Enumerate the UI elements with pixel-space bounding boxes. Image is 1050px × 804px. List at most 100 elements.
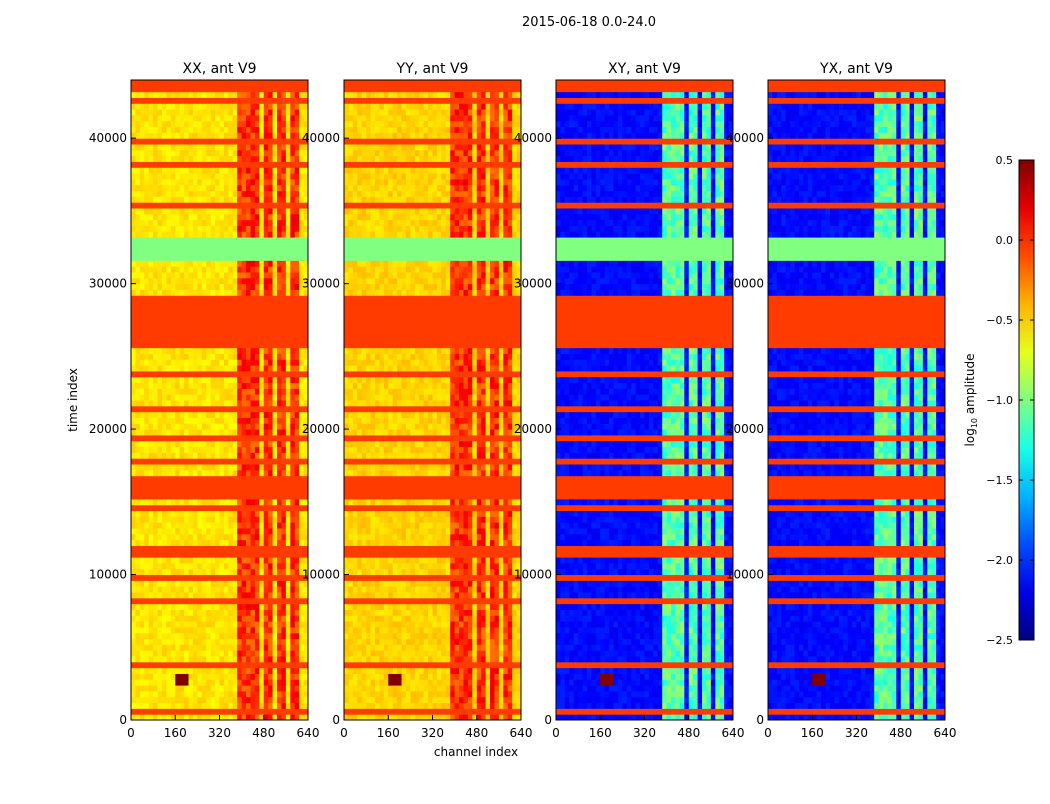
heatmap-cell	[242, 708, 247, 714]
heatmap-cell	[250, 493, 255, 499]
heatmap-cell	[144, 272, 149, 278]
heatmap-cell	[189, 266, 194, 272]
heatmap-cell	[193, 633, 198, 639]
heatmap-cell	[290, 511, 295, 517]
heatmap-cell	[206, 447, 211, 453]
heatmap-cell	[246, 493, 251, 499]
heatmap-cell	[131, 179, 136, 185]
heatmap-cell	[220, 173, 225, 179]
heatmap-cell	[224, 685, 229, 691]
heatmap-cell	[357, 679, 362, 685]
heatmap-cell	[211, 249, 216, 255]
heatmap-cell	[299, 609, 304, 615]
heatmap-cell	[237, 173, 242, 179]
heatmap-cell	[193, 86, 198, 92]
heatmap-cell	[344, 668, 349, 674]
heatmap-cell	[242, 319, 247, 325]
heatmap-cell	[153, 243, 158, 249]
heatmap-cell	[140, 313, 145, 319]
heatmap-cell	[237, 685, 242, 691]
heatmap-cell	[215, 708, 220, 714]
heatmap-cell	[144, 214, 149, 220]
heatmap-cell	[171, 650, 176, 656]
heatmap-cell	[131, 191, 136, 197]
heatmap-cell	[158, 441, 163, 447]
heatmap-cell	[193, 452, 198, 458]
heatmap-cell	[202, 545, 207, 551]
heatmap-cell	[171, 406, 176, 412]
heatmap-cell	[472, 656, 477, 662]
heatmap-cell	[397, 691, 402, 697]
heatmap-cell	[268, 644, 273, 650]
heatmap-cell	[450, 668, 455, 674]
heatmap-cell	[286, 650, 291, 656]
heatmap-cell	[131, 545, 136, 551]
heatmap-cell	[211, 412, 216, 418]
heatmap-cell	[512, 639, 517, 645]
heatmap-cell	[180, 499, 185, 505]
heatmap-cell	[197, 289, 202, 295]
heatmap-cell	[477, 639, 482, 645]
heatmap-cell	[246, 505, 251, 511]
heatmap-cell	[246, 662, 251, 668]
heatmap-cell	[215, 342, 220, 348]
heatmap-cell	[224, 191, 229, 197]
heatmap-cell	[441, 697, 446, 703]
heatmap-cell	[202, 336, 207, 342]
heatmap-cell	[246, 138, 251, 144]
heatmap-cell	[233, 499, 238, 505]
heatmap-cell	[246, 324, 251, 330]
heatmap-cell	[295, 470, 300, 476]
heatmap-cell	[180, 586, 185, 592]
heatmap-cell	[197, 208, 202, 214]
heatmap-cell	[215, 452, 220, 458]
heatmap-cell	[131, 167, 136, 173]
heatmap-cell	[140, 627, 145, 633]
heatmap-cell	[273, 685, 278, 691]
heatmap-cell	[171, 412, 176, 418]
heatmap-cell	[175, 272, 180, 278]
heatmap-cell	[371, 673, 376, 679]
heatmap-cell	[166, 435, 171, 441]
heatmap-cell	[233, 161, 238, 167]
heatmap-cell	[255, 150, 260, 156]
heatmap-cell	[180, 214, 185, 220]
heatmap-cell	[286, 383, 291, 389]
heatmap-cell	[233, 342, 238, 348]
heatmap-cell	[158, 319, 163, 325]
heatmap-cell	[472, 644, 477, 650]
heatmap-cell	[242, 342, 247, 348]
heatmap-cell	[166, 534, 171, 540]
heatmap-cell	[268, 324, 273, 330]
heatmap-cell	[153, 319, 158, 325]
heatmap-cell	[189, 348, 194, 354]
heatmap-cell	[397, 662, 402, 668]
heatmap-cell	[290, 92, 295, 98]
heatmap-cell	[273, 551, 278, 557]
heatmap-cell	[233, 336, 238, 342]
heatmap-cell	[441, 673, 446, 679]
heatmap-cell	[144, 383, 149, 389]
heatmap-cell	[259, 516, 264, 522]
heatmap-cell	[131, 80, 136, 86]
heatmap-cell	[295, 272, 300, 278]
heatmap-cell	[233, 383, 238, 389]
heatmap-cell	[441, 650, 446, 656]
heatmap-cell	[144, 633, 149, 639]
heatmap-cell	[237, 214, 242, 220]
heatmap-cell	[184, 144, 189, 150]
heatmap-cell	[140, 516, 145, 522]
heatmap-cell	[206, 586, 211, 592]
heatmap-cell	[242, 662, 247, 668]
heatmap-cell	[215, 237, 220, 243]
heatmap-cell	[228, 703, 233, 709]
heatmap-cell	[463, 673, 468, 679]
heatmap-cell	[299, 639, 304, 645]
heatmap-cell	[131, 150, 136, 156]
heatmap-cell	[189, 336, 194, 342]
heatmap-cell	[135, 540, 140, 546]
heatmap-cell	[237, 266, 242, 272]
heatmap-cell	[175, 237, 180, 243]
heatmap-cell	[144, 132, 149, 138]
heatmap-cell	[286, 703, 291, 709]
